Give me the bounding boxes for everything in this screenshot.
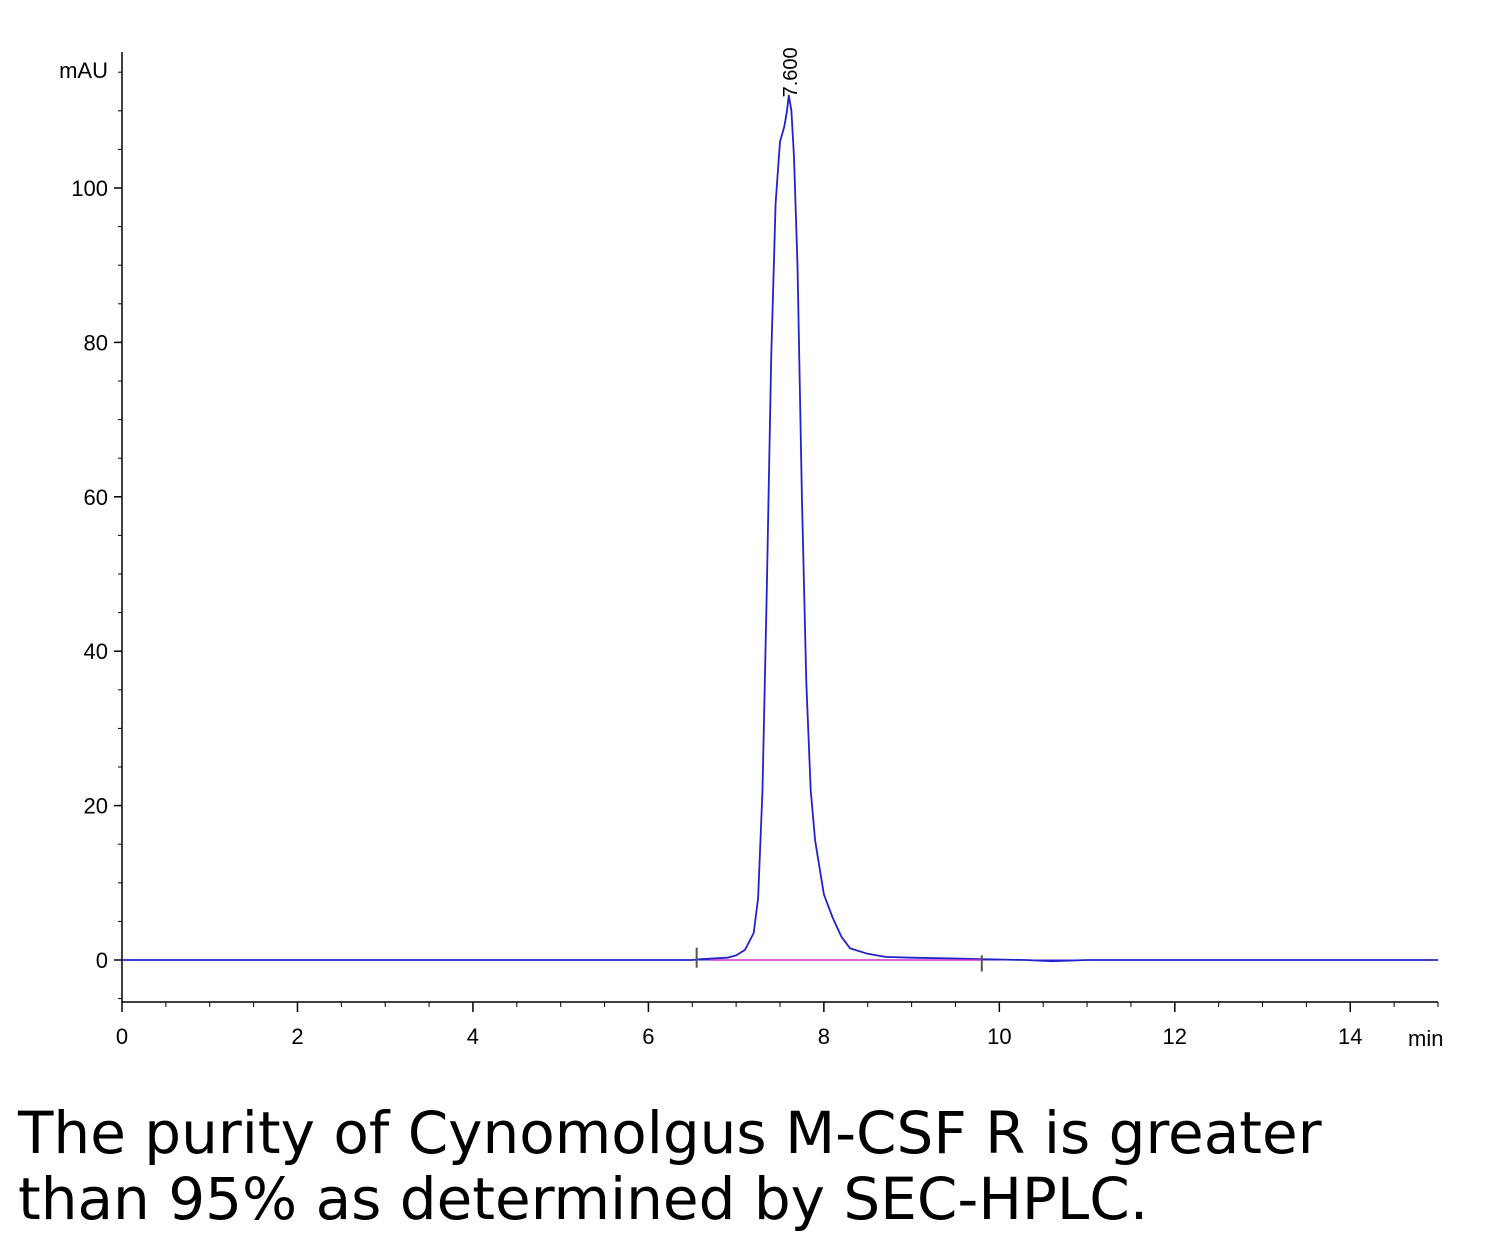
caption-line-2: than 95% as determined by SEC-HPLC. <box>18 1165 1149 1233</box>
x-tick-label: 10 <box>987 1024 1011 1049</box>
caption: The purity of Cynomolgus M-CSF R is grea… <box>18 1100 1478 1232</box>
y-tick-label: 0 <box>96 948 108 973</box>
x-axis-ticks: 0 2 4 6 8 10 12 14 <box>116 1002 1439 1049</box>
caption-line-1: The purity of Cynomolgus M-CSF R is grea… <box>18 1099 1322 1167</box>
x-tick-label: 12 <box>1163 1024 1187 1049</box>
y-tick-label: 80 <box>84 330 108 355</box>
signal-trace <box>122 94 1438 963</box>
y-axis-label: mAU <box>59 58 108 83</box>
y-tick-label: 60 <box>84 485 108 510</box>
x-axis-label: min <box>1408 1026 1443 1051</box>
y-tick-label: 40 <box>84 639 108 664</box>
x-tick-label: 2 <box>291 1024 303 1049</box>
x-tick-label: 8 <box>818 1024 830 1049</box>
series-layer <box>122 94 1438 972</box>
x-tick-label: 0 <box>116 1024 128 1049</box>
peak-label: 7.600 <box>780 47 802 97</box>
y-tick-label: 100 <box>71 176 108 201</box>
y-axis-ticks: 0 20 40 60 80 100 <box>71 71 122 1000</box>
x-tick-label: 4 <box>467 1024 479 1049</box>
x-tick-label: 14 <box>1338 1024 1362 1049</box>
chromatogram-chart: 0 20 40 60 80 100 0 2 4 6 8 10 12 14 mAU min 7.600 <box>59 47 1443 1051</box>
axes <box>121 52 1438 1003</box>
y-tick-label: 20 <box>84 794 108 819</box>
x-tick-label: 6 <box>642 1024 654 1049</box>
